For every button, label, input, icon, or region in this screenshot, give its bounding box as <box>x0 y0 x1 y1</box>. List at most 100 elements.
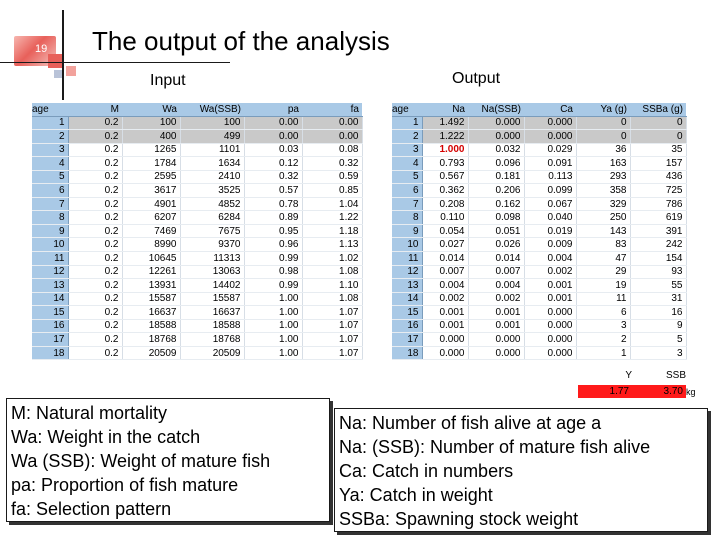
table-row: 15 0.001 0.001 0.000 6 16 <box>392 305 687 320</box>
table-cell: 7675 <box>180 224 245 239</box>
table-cell: 0.2 <box>68 183 123 198</box>
age-cell: 12 <box>392 265 423 280</box>
table-cell: 1.04 <box>302 197 363 212</box>
age-cell: 9 <box>32 224 69 239</box>
age-cell: 13 <box>32 278 69 293</box>
table-cell: 436 <box>630 170 687 185</box>
table-row: 10 0.027 0.026 0.009 83 242 <box>392 237 687 252</box>
table-cell: 11313 <box>180 251 245 266</box>
column-header: age <box>32 103 68 117</box>
summary-label-y: Y <box>625 370 632 381</box>
table-row: 13 0.2 13931 14402 0.99 1.10 <box>32 278 363 293</box>
age-cell: 10 <box>32 237 69 252</box>
table-cell: 0.000 <box>468 129 525 144</box>
table-cell: 0.029 <box>524 143 577 158</box>
table-cell: 293 <box>576 170 631 185</box>
table-cell: 0.051 <box>468 224 525 239</box>
table-row: 18 0.000 0.000 0.000 1 3 <box>392 346 687 361</box>
table-cell: 1265 <box>122 143 181 158</box>
age-cell: 6 <box>32 183 69 198</box>
table-cell: 13063 <box>180 265 245 280</box>
table-cell: 0.2 <box>68 224 123 239</box>
table-cell: 1.02 <box>302 251 363 266</box>
age-cell: 15 <box>32 305 69 320</box>
slide-number-badge: 19 <box>14 36 56 66</box>
slide-title: The output of the analysis <box>92 26 390 56</box>
input-table: age M Wa Wa(SSB) pa fa 1 0.2 100 100 0.00 0.00 2 0.2… <box>32 103 363 361</box>
table-cell: 0.793 <box>422 156 469 171</box>
table-cell: 0.007 <box>468 265 525 280</box>
table-row: 9 0.054 0.051 0.019 143 391 <box>392 224 687 239</box>
table-cell: 0 <box>630 116 687 131</box>
table-cell: 1.07 <box>302 319 363 334</box>
summary-label-ssb: SSB <box>665 370 686 381</box>
table-cell: 15587 <box>180 292 245 307</box>
table-cell: 1.00 <box>244 332 303 347</box>
table-cell: 157 <box>630 156 687 171</box>
table-cell: 55 <box>630 278 687 293</box>
table-cell: 1 <box>576 346 631 361</box>
table-cell: 1.13 <box>302 237 363 252</box>
table-row: 8 0.110 0.098 0.040 250 619 <box>392 210 687 225</box>
table-row: 12 0.007 0.007 0.002 29 93 <box>392 265 687 280</box>
age-cell: 8 <box>32 210 69 225</box>
table-cell: 1.07 <box>302 305 363 320</box>
table-row: 2 1.222 0.000 0.000 0 0 <box>392 129 687 144</box>
table-cell: 29 <box>576 265 631 280</box>
table-cell: 9370 <box>180 237 245 252</box>
age-cell: 1 <box>32 116 69 131</box>
table-row: 18 0.2 20509 20509 1.00 1.07 <box>32 346 363 361</box>
age-cell: 1 <box>392 116 423 131</box>
table-cell: 18768 <box>122 332 181 347</box>
age-cell: 11 <box>32 251 69 266</box>
table-row: 4 0.2 1784 1634 0.12 0.32 <box>32 156 363 171</box>
table-cell: 0 <box>576 116 631 131</box>
table-cell: 1.08 <box>302 265 363 280</box>
table-cell: 0.2 <box>68 143 123 158</box>
table-row: 13 0.004 0.004 0.001 19 55 <box>392 278 687 293</box>
age-cell: 4 <box>32 156 69 171</box>
decorative-square <box>48 54 62 68</box>
table-cell: 0.009 <box>524 237 577 252</box>
table-cell: 0.208 <box>422 197 469 212</box>
table-row: 9 0.2 7469 7675 0.95 1.18 <box>32 224 363 239</box>
table-row: 17 0.2 18768 18768 1.00 1.07 <box>32 332 363 347</box>
table-cell: 1.22 <box>302 210 363 225</box>
table-cell: 16637 <box>180 305 245 320</box>
summary-value-ssb: 3.70 <box>632 385 686 398</box>
table-cell: 0 <box>630 129 687 144</box>
age-cell: 14 <box>32 292 69 307</box>
table-cell: 0.001 <box>422 319 469 334</box>
legend-item: M: Natural mortality <box>11 403 168 423</box>
table-row: 12 0.2 12261 13063 0.98 1.08 <box>32 265 363 280</box>
age-cell: 16 <box>32 319 69 334</box>
table-cell: 4852 <box>180 197 245 212</box>
table-cell: 0.001 <box>524 278 577 293</box>
age-cell: 5 <box>32 170 69 185</box>
column-header: Wa(SSB) <box>180 103 244 117</box>
table-cell: 0.2 <box>68 156 123 171</box>
table-cell: 0.32 <box>302 156 363 171</box>
table-cell: 0.067 <box>524 197 577 212</box>
table-cell: 0.2 <box>68 278 123 293</box>
age-cell: 16 <box>392 319 423 334</box>
table-cell: 499 <box>180 129 245 144</box>
table-row: 2 0.2 400 499 0.00 0.00 <box>32 129 363 144</box>
table-cell: 0.000 <box>468 332 525 347</box>
table-cell: 0.00 <box>244 116 303 131</box>
table-cell: 1.00 <box>244 292 303 307</box>
table-cell: 0.032 <box>468 143 525 158</box>
column-header: Na(SSB) <box>468 103 524 117</box>
slide-number: 19 <box>35 43 48 55</box>
table-cell: 0.95 <box>244 224 303 239</box>
column-header: Ca <box>524 103 576 117</box>
table-cell: 20509 <box>180 346 245 361</box>
table-cell: 1.07 <box>302 332 363 347</box>
table-row: 3 1.000 0.032 0.029 36 35 <box>392 143 687 158</box>
table-cell: 0.098 <box>468 210 525 225</box>
output-label: Output <box>452 70 501 87</box>
table-cell: 0.113 <box>524 170 577 185</box>
table-cell: 9 <box>630 319 687 334</box>
input-label: Input <box>150 72 186 89</box>
table-cell: 7469 <box>122 224 181 239</box>
